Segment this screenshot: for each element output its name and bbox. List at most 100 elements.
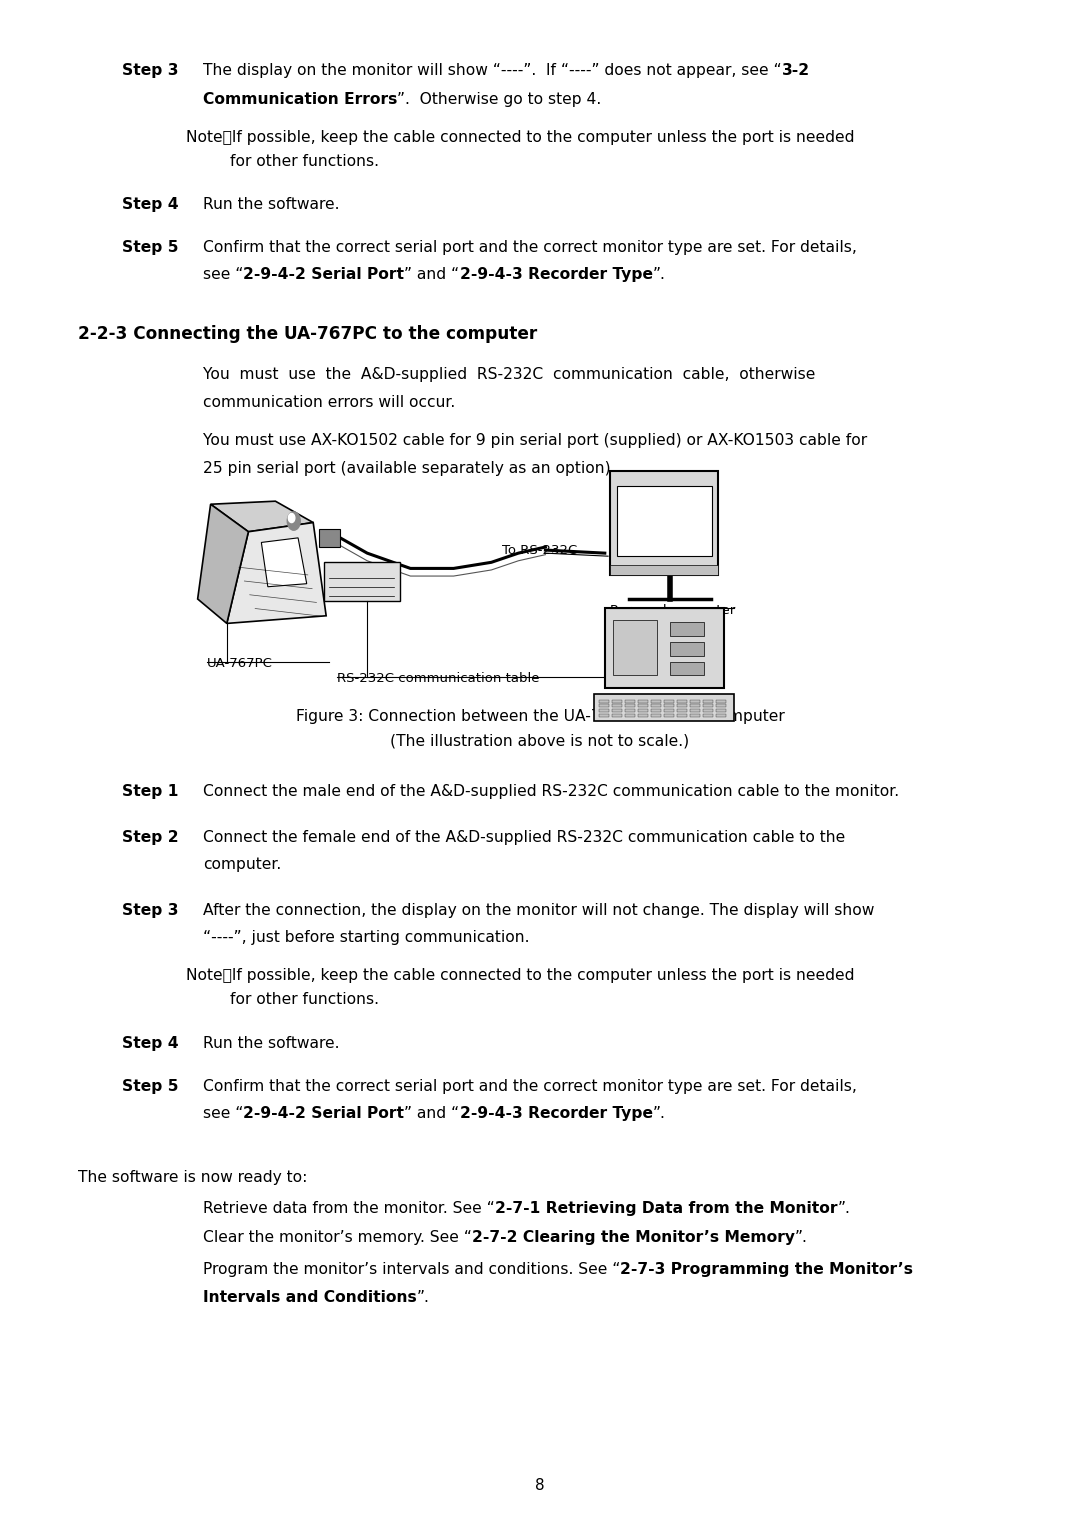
Text: 2-9-4-2 Serial Port: 2-9-4-2 Serial Port [243, 266, 404, 281]
Text: Step 5: Step 5 [122, 240, 178, 255]
FancyBboxPatch shape [599, 714, 609, 717]
FancyBboxPatch shape [612, 709, 622, 712]
Text: After the connection, the display on the monitor will not change. The display wi: After the connection, the display on the… [203, 903, 875, 918]
Text: Clear the monitor’s memory. See “: Clear the monitor’s memory. See “ [203, 1230, 472, 1245]
Text: 2-7-2 Clearing the Monitor’s Memory: 2-7-2 Clearing the Monitor’s Memory [472, 1230, 795, 1245]
FancyBboxPatch shape [703, 704, 713, 707]
FancyBboxPatch shape [599, 700, 609, 703]
Text: ”.  Otherwise go to step 4.: ”. Otherwise go to step 4. [397, 92, 602, 107]
Text: Connect the male end of the A&D-supplied RS-232C communication cable to the moni: Connect the male end of the A&D-supplied… [203, 784, 900, 799]
FancyBboxPatch shape [612, 700, 622, 703]
Text: Intervals and Conditions: Intervals and Conditions [203, 1290, 417, 1305]
FancyBboxPatch shape [625, 700, 635, 703]
FancyBboxPatch shape [677, 714, 687, 717]
Text: The display on the monitor will show “----”.  If “----” does not appear, see “: The display on the monitor will show “--… [203, 63, 782, 78]
Text: The software is now ready to:: The software is now ready to: [78, 1170, 307, 1184]
FancyBboxPatch shape [670, 622, 704, 636]
Text: ”.: ”. [652, 1106, 665, 1120]
FancyBboxPatch shape [703, 700, 713, 703]
Text: (The illustration above is not to scale.): (The illustration above is not to scale.… [391, 733, 689, 749]
Text: Step 2: Step 2 [122, 830, 178, 845]
Text: ”.: ”. [417, 1290, 430, 1305]
Text: ”.: ”. [837, 1201, 850, 1216]
Text: Retrieve data from the monitor. See “: Retrieve data from the monitor. See “ [203, 1201, 495, 1216]
Text: Step 4: Step 4 [122, 1036, 178, 1051]
FancyBboxPatch shape [716, 700, 726, 703]
Polygon shape [198, 504, 248, 623]
Text: Program the monitor’s intervals and conditions. See “: Program the monitor’s intervals and cond… [203, 1262, 620, 1277]
Text: Confirm that the correct serial port and the correct monitor type are set. For d: Confirm that the correct serial port and… [203, 240, 856, 255]
Text: Communication Errors: Communication Errors [203, 92, 397, 107]
FancyBboxPatch shape [677, 704, 687, 707]
Circle shape [288, 513, 295, 523]
Text: for other functions.: for other functions. [230, 154, 379, 170]
FancyBboxPatch shape [613, 620, 657, 675]
Text: Run the software.: Run the software. [203, 197, 339, 212]
FancyBboxPatch shape [605, 608, 724, 688]
Text: 2-2-3 Connecting the UA-767PC to the computer: 2-2-3 Connecting the UA-767PC to the com… [78, 325, 537, 342]
FancyBboxPatch shape [690, 709, 700, 712]
Text: Step 5: Step 5 [122, 1079, 178, 1094]
FancyBboxPatch shape [670, 662, 704, 675]
FancyBboxPatch shape [625, 704, 635, 707]
FancyBboxPatch shape [612, 704, 622, 707]
Text: 2-9-4-3 Recorder Type: 2-9-4-3 Recorder Type [460, 1106, 652, 1120]
FancyBboxPatch shape [716, 714, 726, 717]
Text: ” and “: ” and “ [404, 266, 460, 281]
FancyBboxPatch shape [690, 700, 700, 703]
FancyBboxPatch shape [716, 709, 726, 712]
Text: Run the software.: Run the software. [203, 1036, 339, 1051]
FancyBboxPatch shape [664, 714, 674, 717]
Text: Confirm that the correct serial port and the correct monitor type are set. For d: Confirm that the correct serial port and… [203, 1079, 856, 1094]
Text: Personal computer: Personal computer [610, 604, 735, 617]
Text: 2-9-4-2 Serial Port: 2-9-4-2 Serial Port [243, 1106, 404, 1120]
Text: ”.: ”. [795, 1230, 808, 1245]
FancyBboxPatch shape [703, 709, 713, 712]
Text: Step 4: Step 4 [122, 197, 178, 212]
FancyBboxPatch shape [651, 714, 661, 717]
Text: see “: see “ [203, 1106, 243, 1120]
Circle shape [287, 512, 300, 530]
Text: Step 3: Step 3 [122, 63, 178, 78]
FancyBboxPatch shape [677, 700, 687, 703]
FancyBboxPatch shape [638, 704, 648, 707]
Text: 3-2: 3-2 [782, 63, 810, 78]
Text: Step 1: Step 1 [122, 784, 178, 799]
FancyBboxPatch shape [319, 529, 340, 547]
FancyBboxPatch shape [651, 704, 661, 707]
FancyBboxPatch shape [664, 700, 674, 703]
FancyBboxPatch shape [638, 714, 648, 717]
FancyBboxPatch shape [594, 694, 734, 721]
FancyBboxPatch shape [664, 704, 674, 707]
FancyBboxPatch shape [651, 709, 661, 712]
Text: You must use AX-KO1502 cable for 9 pin serial port (supplied) or AX-KO1503 cable: You must use AX-KO1502 cable for 9 pin s… [203, 432, 867, 448]
FancyBboxPatch shape [625, 714, 635, 717]
Polygon shape [227, 523, 326, 623]
Polygon shape [261, 538, 307, 587]
FancyBboxPatch shape [677, 709, 687, 712]
FancyBboxPatch shape [716, 704, 726, 707]
Text: computer.: computer. [203, 857, 281, 872]
FancyBboxPatch shape [638, 700, 648, 703]
Text: Note：If possible, keep the cable connected to the computer unless the port is ne: Note：If possible, keep the cable connect… [186, 969, 854, 983]
Text: Step 3: Step 3 [122, 903, 178, 918]
Text: for other functions.: for other functions. [230, 993, 379, 1007]
FancyBboxPatch shape [670, 642, 704, 656]
Text: 8: 8 [536, 1478, 544, 1493]
FancyBboxPatch shape [324, 562, 400, 601]
Text: 25 pin serial port (available separately as an option).: 25 pin serial port (available separately… [203, 461, 616, 475]
Text: Note：If possible, keep the cable connected to the computer unless the port is ne: Note：If possible, keep the cable connect… [186, 130, 854, 145]
FancyBboxPatch shape [610, 471, 718, 575]
Text: ”.: ”. [652, 266, 665, 281]
Text: You  must  use  the  A&D-supplied  RS-232C  communication  cable,  otherwise: You must use the A&D-supplied RS-232C co… [203, 368, 815, 382]
Text: UA-767PC: UA-767PC [207, 657, 273, 671]
Text: Connect the female end of the A&D-supplied RS-232C communication cable to the: Connect the female end of the A&D-suppli… [203, 830, 846, 845]
Polygon shape [211, 501, 313, 532]
FancyBboxPatch shape [664, 709, 674, 712]
Text: RS-232C communication table: RS-232C communication table [337, 672, 540, 686]
FancyBboxPatch shape [599, 709, 609, 712]
Text: “----”, just before starting communication.: “----”, just before starting communicati… [203, 929, 529, 944]
Text: Figure 3: Connection between the UA-767PC and the computer: Figure 3: Connection between the UA-767P… [296, 709, 784, 724]
Text: see “: see “ [203, 266, 243, 281]
FancyBboxPatch shape [625, 709, 635, 712]
